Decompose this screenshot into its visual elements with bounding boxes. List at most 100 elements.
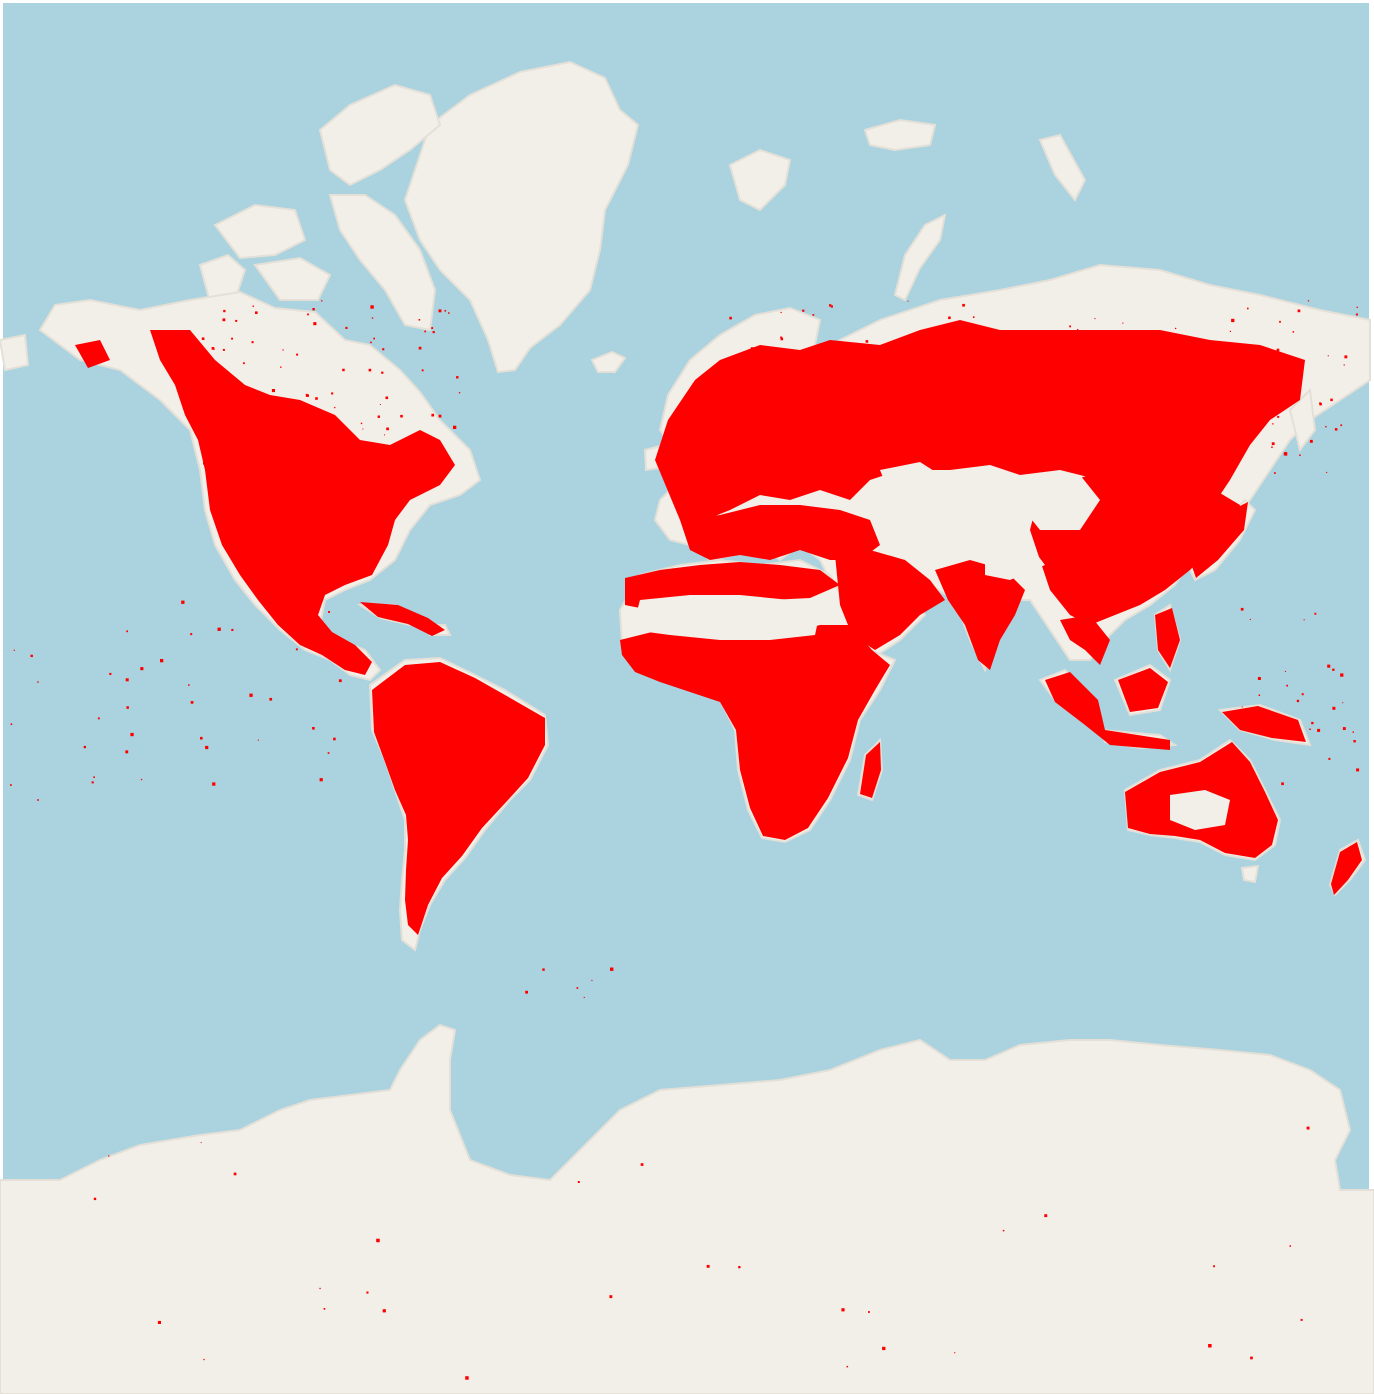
tasmania — [1240, 864, 1260, 884]
overlay-dot — [370, 341, 372, 344]
overlay-dot — [1286, 684, 1288, 687]
overlay-dot — [280, 366, 282, 368]
overlay-north-america — [150, 330, 455, 675]
overlay-dot — [1258, 694, 1261, 696]
overlay-dot — [313, 322, 317, 326]
overlay-dot — [1356, 306, 1358, 308]
overlay-dot — [807, 452, 811, 455]
overlay-dot — [1274, 472, 1276, 474]
overlay-dot — [333, 737, 336, 741]
overlay-dot — [312, 727, 315, 730]
overlay-dot — [269, 697, 273, 701]
overlay-dot — [1332, 706, 1336, 710]
overlay-dot — [414, 454, 418, 458]
overlay-dot — [953, 389, 955, 392]
overlay-dot — [1115, 402, 1118, 405]
overlay-dot — [109, 672, 112, 675]
overlay-dot — [257, 739, 259, 741]
overlay-dot — [1328, 757, 1331, 760]
overlay-dot — [93, 776, 95, 778]
overlay-dot — [201, 337, 205, 340]
overlay-sub-saharan-africa — [620, 625, 890, 840]
overlay-dot — [542, 968, 545, 971]
overlay-dot — [340, 439, 343, 442]
overlay-dot — [307, 313, 309, 316]
overlay-dot — [205, 455, 209, 458]
overlay-dot — [966, 382, 968, 384]
overlay-dot — [768, 464, 772, 468]
overlay-dot — [778, 360, 781, 363]
overlay-dot — [1300, 1318, 1303, 1321]
greenland — [403, 60, 640, 374]
overlay-dot — [223, 309, 226, 313]
overlay-dot — [211, 347, 215, 350]
overlay-dot — [386, 427, 389, 431]
overlay-dot — [370, 305, 374, 309]
overlay-dot — [1104, 340, 1108, 343]
overlay-dot — [1277, 415, 1280, 418]
overlay-dot — [830, 305, 833, 308]
overlay-dot — [1344, 355, 1348, 359]
overlay-dot — [1343, 364, 1345, 366]
overlay-dot — [738, 1266, 741, 1269]
overlay-dot — [903, 454, 907, 458]
overlay-dot — [1342, 702, 1344, 704]
overlay-dot — [1279, 320, 1281, 323]
overlay-dot — [988, 453, 992, 458]
overlay-dot — [236, 429, 239, 431]
overlay-dot — [421, 369, 424, 372]
overlay-dot — [1104, 473, 1108, 477]
overlay-dot — [1309, 728, 1311, 730]
overlay-dot — [321, 300, 323, 302]
overlay-dot — [222, 318, 226, 322]
central-asia-sparse — [1020, 475, 1100, 530]
overlay-dot — [231, 337, 233, 340]
overlay-dot — [418, 319, 421, 321]
overlay-dot — [909, 382, 912, 385]
overlay-dot — [1332, 668, 1335, 671]
overlay-dot — [576, 987, 579, 989]
overlay-dot — [1326, 471, 1328, 473]
overlay-dot — [424, 330, 426, 333]
overlay-dot — [714, 455, 718, 458]
overlay-dot — [907, 300, 909, 302]
overlay-alaska-spots — [75, 340, 110, 368]
overlay-dot — [933, 362, 936, 364]
overlay-dot — [1148, 402, 1151, 404]
overlay-dot — [362, 428, 364, 430]
overlay-dot — [929, 371, 931, 373]
overlay-layer — [10, 300, 1362, 1380]
overlay-dot — [1297, 309, 1301, 313]
overlay-dot — [1030, 448, 1033, 451]
overlay-dot — [1235, 412, 1239, 416]
overlay-dot — [851, 445, 856, 449]
siberia-sparse-1 — [880, 462, 945, 495]
overlay-dot — [1257, 677, 1261, 680]
overlay-dot — [1309, 439, 1313, 443]
overlay-dot — [929, 373, 932, 376]
overlay-dot — [279, 404, 282, 407]
overlay-dot — [1002, 1229, 1005, 1232]
overlay-dot — [108, 1155, 110, 1157]
overlay-dot — [190, 701, 194, 704]
overlay-dot — [1082, 474, 1085, 476]
overlay-dot — [926, 458, 929, 462]
overlay-dot — [972, 316, 975, 318]
overlay-dot — [1037, 426, 1040, 429]
overlay-dot — [327, 752, 330, 754]
overlay-dot — [248, 464, 252, 468]
severnaya-zemlya — [1038, 133, 1087, 202]
overlay-dot — [328, 611, 330, 613]
overlay-dot — [954, 1352, 956, 1354]
overlay-dot — [126, 630, 128, 633]
overlay-dot — [305, 393, 309, 397]
overlay-dot — [83, 745, 86, 749]
overlay-dot — [379, 404, 381, 405]
overlay-dot — [882, 1346, 886, 1351]
overlay-dot — [125, 678, 129, 682]
overlay-dot — [10, 784, 12, 786]
overlay-dot — [1340, 673, 1344, 677]
overlay-dot — [188, 684, 190, 686]
overlay-dot — [342, 368, 345, 372]
